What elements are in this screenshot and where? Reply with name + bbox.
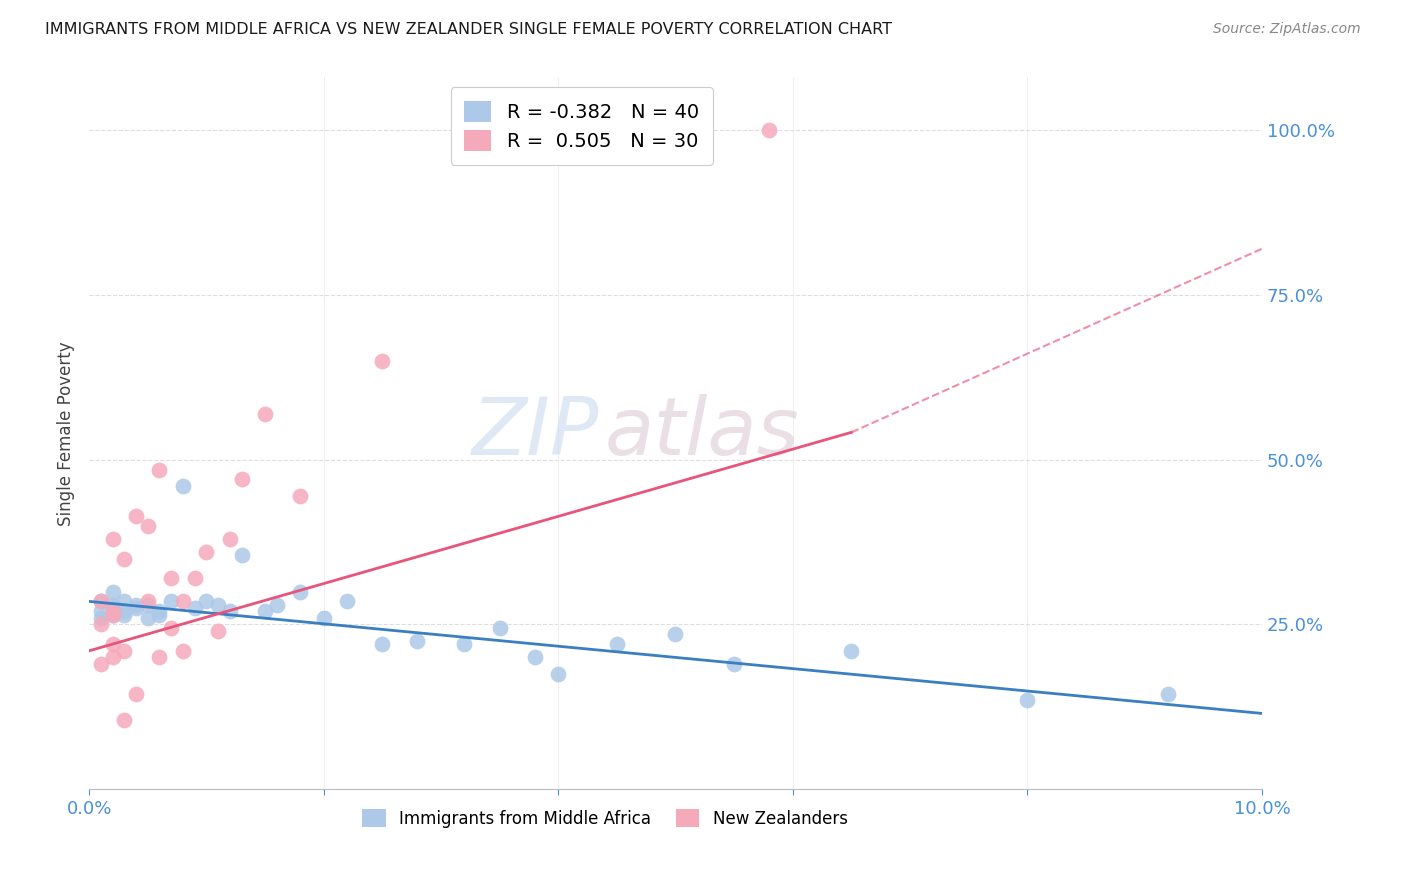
Text: Source: ZipAtlas.com: Source: ZipAtlas.com [1213, 22, 1361, 37]
Point [125, 601, 148, 615]
Point [288, 584, 311, 599]
Point [90, 657, 112, 671]
Point [172, 644, 194, 658]
Point [231, 548, 253, 562]
Point [160, 594, 183, 608]
Point [101, 637, 124, 651]
Point [231, 473, 253, 487]
Point [218, 604, 240, 618]
Point [125, 598, 148, 612]
Point [406, 634, 429, 648]
Point [112, 594, 135, 608]
Point [1017, 693, 1039, 707]
Point [253, 604, 276, 618]
Point [453, 637, 475, 651]
Point [112, 713, 135, 727]
Point [136, 611, 159, 625]
Point [336, 594, 359, 608]
Point [90, 611, 112, 625]
Point [112, 604, 135, 618]
Point [371, 637, 394, 651]
Point [148, 604, 170, 618]
Point [136, 594, 159, 608]
Point [136, 598, 159, 612]
Point [90, 594, 112, 608]
Point [160, 571, 183, 585]
Text: ZIP: ZIP [472, 394, 599, 473]
Point [266, 598, 288, 612]
Point [841, 644, 863, 658]
Point [101, 650, 124, 665]
Point [101, 607, 124, 622]
Point [112, 551, 135, 566]
Y-axis label: Single Female Poverty: Single Female Poverty [58, 341, 75, 525]
Point [207, 624, 229, 638]
Legend: Immigrants from Middle Africa, New Zealanders: Immigrants from Middle Africa, New Zeala… [356, 803, 855, 834]
Point [172, 594, 194, 608]
Point [488, 621, 510, 635]
Point [172, 479, 194, 493]
Point [207, 598, 229, 612]
Point [148, 462, 170, 476]
Point [723, 657, 745, 671]
Point [288, 489, 311, 503]
Point [112, 607, 135, 622]
Point [112, 644, 135, 658]
Point [101, 584, 124, 599]
Point [523, 650, 546, 665]
Point [664, 627, 686, 641]
Point [253, 407, 276, 421]
Point [101, 598, 124, 612]
Point [148, 650, 170, 665]
Text: IMMIGRANTS FROM MIDDLE AFRICA VS NEW ZEALANDER SINGLE FEMALE POVERTY CORRELATION: IMMIGRANTS FROM MIDDLE AFRICA VS NEW ZEA… [45, 22, 891, 37]
Point [101, 601, 124, 615]
Point [101, 532, 124, 546]
Point [125, 687, 148, 701]
Text: atlas: atlas [605, 394, 800, 473]
Point [183, 601, 205, 615]
Point [371, 354, 394, 368]
Point [90, 604, 112, 618]
Point [90, 617, 112, 632]
Point [1157, 687, 1180, 701]
Point [160, 621, 183, 635]
Point [195, 594, 218, 608]
Point [125, 508, 148, 523]
Point [148, 607, 170, 622]
Point [101, 607, 124, 622]
Point [218, 532, 240, 546]
Point [90, 594, 112, 608]
Point [101, 604, 124, 618]
Point [547, 666, 569, 681]
Point [606, 637, 628, 651]
Point [312, 611, 335, 625]
Point [183, 571, 205, 585]
Point [195, 545, 218, 559]
Point [136, 518, 159, 533]
Point [758, 123, 780, 137]
